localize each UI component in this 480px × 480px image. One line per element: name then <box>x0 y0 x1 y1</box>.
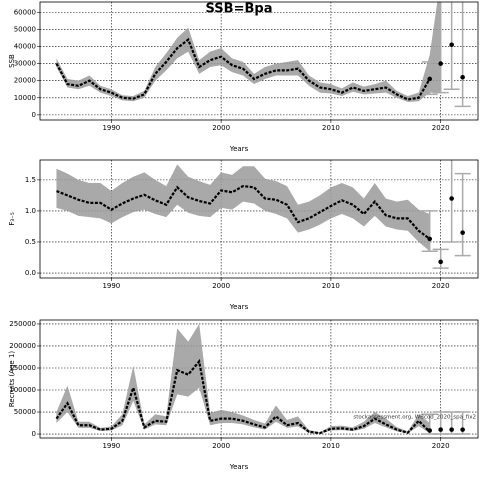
confidence-band <box>56 164 430 252</box>
panel: 1990 2000 2010 2020 0.0 0.5 1.0 1.5 Years F₃₋₅ <box>8 159 479 311</box>
y-tick-label: 1.0 <box>25 207 36 215</box>
y-tick-label: 10000 <box>14 94 36 102</box>
y-tick-label: 0 <box>32 111 36 119</box>
y-tick-label: 50000 <box>14 408 36 416</box>
point <box>460 427 465 432</box>
panel: 1990 2000 2010 2020 0 10000 20000 30000 40000 500… <box>8 1 479 153</box>
plot-frame <box>39 319 479 439</box>
y-tick-label: 100000 <box>9 386 36 394</box>
point <box>427 428 432 433</box>
y-tick-label: 60000 <box>14 8 36 16</box>
point <box>427 236 432 242</box>
estimate-line <box>56 184 431 240</box>
confidence-band <box>56 323 430 434</box>
point <box>427 76 432 82</box>
plot-area <box>55 2 471 108</box>
x-axis-label: Years <box>229 463 249 471</box>
y-tick-label: 200000 <box>9 342 36 350</box>
x-tick-label: 2020 <box>432 282 450 290</box>
y-tick-label: 1.5 <box>25 176 36 184</box>
plot-area <box>56 160 471 269</box>
x-tick-label: 2010 <box>322 442 340 450</box>
y-axis-label: Recruits (Age 1) <box>8 351 16 408</box>
y-tick-label: 0.0 <box>25 269 36 277</box>
y-tick-label: 150000 <box>9 364 36 372</box>
x-tick-label: 2020 <box>432 442 450 450</box>
y-tick-label: 20000 <box>14 77 36 85</box>
point <box>449 427 454 432</box>
y-tick-label: 0.5 <box>25 238 36 246</box>
x-tick-label: 1990 <box>102 442 120 450</box>
x-tick-label: 2000 <box>212 442 230 450</box>
point <box>460 230 465 235</box>
panel: 1990 2000 2010 2020 0 50000 100000 150000 200000… <box>8 319 479 471</box>
point <box>460 74 465 80</box>
y-tick-label: 50000 <box>14 25 36 33</box>
point <box>449 42 454 48</box>
point <box>438 259 443 265</box>
plot-area <box>55 323 471 435</box>
x-tick-label: 2000 <box>212 282 230 290</box>
x-tick-label: 2000 <box>212 124 230 132</box>
confidence-band <box>56 2 441 103</box>
point <box>449 196 454 201</box>
annotation: stockassessment.org, WBcod_2020_spa_fix2 <box>353 415 476 421</box>
x-tick-label: 1990 <box>102 124 120 132</box>
x-tick-label: 2010 <box>322 282 340 290</box>
y-tick-label: 250000 <box>9 320 36 328</box>
y-axis-label: SSB <box>8 54 16 68</box>
point <box>438 427 443 432</box>
y-axis-label: F₃₋₅ <box>8 212 16 226</box>
point <box>438 61 443 66</box>
x-tick-label: 2020 <box>432 124 450 132</box>
x-axis-label: Years <box>229 145 249 153</box>
y-tick-label: 40000 <box>14 42 36 50</box>
x-tick-label: 1990 <box>102 282 120 290</box>
estimate-line <box>55 358 431 435</box>
x-tick-label: 2010 <box>322 124 340 132</box>
estimate-line <box>55 37 431 101</box>
x-axis-label: Years <box>229 303 249 311</box>
chart-title: SSB=Bpa <box>206 2 273 17</box>
plot-frame <box>39 1 479 121</box>
y-tick-label: 0 <box>32 430 36 438</box>
plot-frame <box>39 159 479 279</box>
y-tick-label: 30000 <box>14 60 36 68</box>
